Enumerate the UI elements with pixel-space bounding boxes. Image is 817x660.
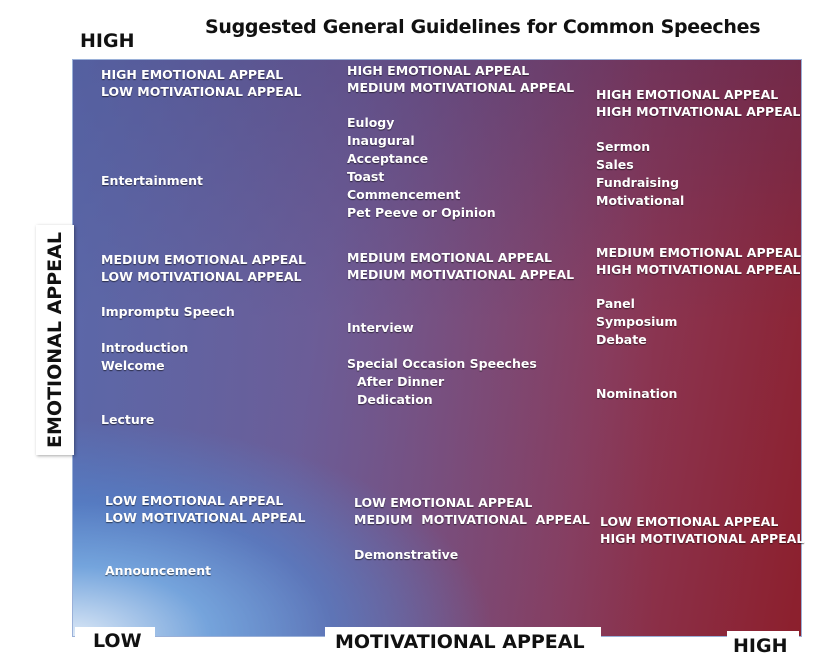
- cell-header: MEDIUM MOTIVATIONAL APPEAL: [354, 512, 590, 527]
- speech-type: Nomination: [596, 386, 678, 401]
- speech-type: Announcement: [105, 563, 212, 578]
- cell-medium-emotional-high-motivational: MEDIUM EMOTIONAL APPEAL HIGH MOTIVATIONA…: [596, 244, 801, 403]
- speech-type: Lecture: [101, 412, 155, 427]
- speech-type: Motivational: [596, 193, 685, 208]
- cell-low-emotional-high-motivational: LOW EMOTIONAL APPEAL HIGH MOTIVATIONAL A…: [600, 513, 804, 547]
- speech-type: Demonstrative: [354, 547, 459, 562]
- x-axis-low-box: [75, 627, 155, 660]
- speech-type: Welcome: [101, 358, 165, 373]
- speech-type: Interview: [347, 320, 414, 335]
- cell-header: MEDIUM EMOTIONAL APPEAL: [347, 250, 552, 265]
- speech-type: Symposium: [596, 314, 678, 329]
- cell-high-emotional-high-motivational: HIGH EMOTIONAL APPEAL HIGH MOTIVATIONAL …: [596, 86, 800, 210]
- y-axis-high-label: HIGH: [80, 30, 135, 52]
- speech-type: After Dinner: [357, 374, 445, 389]
- cell-header: HIGH EMOTIONAL APPEAL: [101, 67, 284, 82]
- cell-header: MEDIUM MOTIVATIONAL APPEAL: [347, 80, 575, 95]
- speech-type: Acceptance: [347, 151, 429, 166]
- cell-medium-emotional-low-motivational: MEDIUM EMOTIONAL APPEAL LOW MOTIVATIONAL…: [101, 251, 306, 429]
- speech-type: Inaugural: [347, 133, 415, 148]
- speech-type: Special Occasion Speeches: [347, 356, 537, 371]
- cell-header: LOW MOTIVATIONAL APPEAL: [101, 269, 302, 284]
- cell-header: HIGH MOTIVATIONAL APPEAL: [600, 531, 805, 546]
- x-axis-high-label: HIGH: [733, 635, 788, 657]
- speech-type: Dedication: [357, 392, 433, 407]
- x-axis-label-box: [325, 627, 601, 660]
- cell-header: HIGH EMOTIONAL APPEAL: [347, 63, 530, 78]
- y-axis-label: EMOTIONAL APPEAL: [44, 232, 66, 448]
- quadrant-panel: [72, 59, 802, 637]
- cell-header: HIGH EMOTIONAL APPEAL: [596, 87, 779, 102]
- speech-type: Sales: [596, 157, 634, 172]
- x-axis-high-box: [727, 631, 799, 660]
- x-axis-label: MOTIVATIONAL APPEAL: [335, 631, 585, 653]
- speech-type: Debate: [596, 332, 647, 347]
- diagram-title: Suggested General Guidelines for Common …: [205, 16, 761, 38]
- cell-high-emotional-low-motivational: HIGH EMOTIONAL APPEAL LOW MOTIVATIONAL A…: [101, 66, 302, 188]
- speech-type: Sermon: [596, 139, 651, 154]
- speech-type: Introduction: [101, 340, 189, 355]
- speech-type: Eulogy: [347, 115, 395, 130]
- cell-header: LOW EMOTIONAL APPEAL: [600, 514, 779, 529]
- speech-type: Pet Peeve or Opinion: [347, 205, 496, 220]
- y-axis-label-box: [36, 225, 74, 455]
- cell-low-emotional-low-motivational: LOW EMOTIONAL APPEAL LOW MOTIVATIONAL AP…: [105, 492, 306, 580]
- cell-header: LOW EMOTIONAL APPEAL: [354, 495, 533, 510]
- speech-type: Fundraising: [596, 175, 680, 190]
- cell-header: MEDIUM EMOTIONAL APPEAL: [101, 252, 306, 267]
- cell-medium-emotional-medium-motivational: MEDIUM EMOTIONAL APPEAL MEDIUM MOTIVATIO…: [347, 249, 574, 409]
- cell-high-emotional-medium-motivational: HIGH EMOTIONAL APPEAL MEDIUM MOTIVATIONA…: [347, 62, 574, 222]
- cell-header: LOW MOTIVATIONAL APPEAL: [101, 84, 302, 99]
- speech-type: Impromptu Speech: [101, 304, 235, 319]
- speech-type: Entertainment: [101, 173, 204, 188]
- cell-header: MEDIUM EMOTIONAL APPEAL: [596, 245, 801, 260]
- speech-type: Toast: [347, 169, 385, 184]
- speech-type: Panel: [596, 296, 635, 311]
- cell-header: HIGH MOTIVATIONAL APPEAL: [596, 104, 801, 119]
- cell-header: LOW EMOTIONAL APPEAL: [105, 493, 284, 508]
- cell-header: LOW MOTIVATIONAL APPEAL: [105, 510, 306, 525]
- speech-type: Commencement: [347, 187, 461, 202]
- cell-header: HIGH MOTIVATIONAL APPEAL: [596, 262, 801, 277]
- cell-header: MEDIUM MOTIVATIONAL APPEAL: [347, 267, 575, 282]
- cell-low-emotional-medium-motivational: LOW EMOTIONAL APPEAL MEDIUM MOTIVATIONAL…: [354, 494, 590, 564]
- x-axis-low-label: LOW: [93, 630, 142, 652]
